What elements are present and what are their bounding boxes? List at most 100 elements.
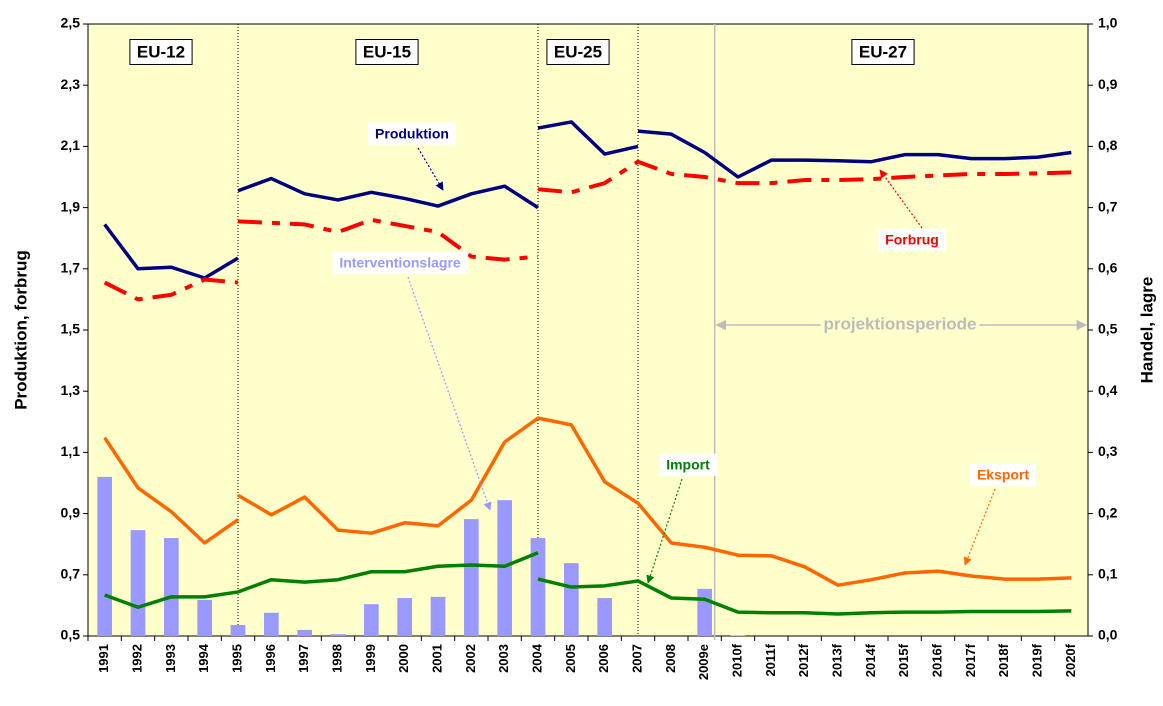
bar <box>397 598 412 636</box>
y-tick-label: 1,1 <box>61 443 81 459</box>
line <box>104 551 539 609</box>
y2-tick-label: 0,4 <box>1098 382 1118 398</box>
x-tick-label: 2014f <box>863 643 878 677</box>
line <box>537 120 639 156</box>
annotation-arrow <box>963 488 996 566</box>
series-label: Import <box>666 457 710 473</box>
y-axis-label: Produktion, forbrug <box>11 250 30 410</box>
x-tick-label: 2016f <box>929 643 944 677</box>
bar <box>197 599 212 636</box>
series-label: Produktion <box>375 126 449 142</box>
x-tick-label: 1992 <box>129 644 144 673</box>
x-tick-label: 2019f <box>1029 643 1044 677</box>
y2-tick-label: 0,1 <box>1098 566 1118 582</box>
x-tick-label: 1994 <box>196 643 211 673</box>
x-tick-label: 1991 <box>96 644 111 673</box>
bar <box>330 634 346 636</box>
x-tick-label: 2015f <box>896 643 911 677</box>
x-tick-label: 2000 <box>396 644 411 673</box>
x-tick-label: 2013f <box>829 643 844 677</box>
y2-tick-label: 0,2 <box>1098 504 1118 520</box>
y-tick-label: 0,9 <box>61 504 81 520</box>
period-label-box <box>851 38 915 65</box>
bar <box>297 629 312 636</box>
bar <box>530 538 546 636</box>
bar <box>697 588 712 636</box>
y2-tick-label: 0,8 <box>1098 137 1118 153</box>
projection-label: projektionsperiode <box>823 314 976 333</box>
period-label: EU-15 <box>363 42 411 61</box>
y-tick-label: 1,3 <box>61 382 81 398</box>
x-tick-label: 2008 <box>663 644 678 673</box>
x-tick-label: 1999 <box>363 644 378 673</box>
y2-tick-label: 0,5 <box>1098 321 1118 337</box>
y-tick-label: 0,7 <box>61 566 81 582</box>
bar <box>464 519 479 636</box>
y-tick-label: 2,1 <box>61 137 81 153</box>
x-tick-label: 2018f <box>996 643 1011 677</box>
bar <box>430 596 446 636</box>
x-tick-label: 1995 <box>229 644 244 673</box>
period-label-box <box>355 38 419 65</box>
bar <box>597 598 612 636</box>
line <box>237 176 539 210</box>
period-label-box <box>129 38 193 65</box>
line <box>237 416 1072 587</box>
bar <box>130 530 146 636</box>
bar <box>164 538 179 636</box>
y2-tick-label: 0,6 <box>1098 260 1118 276</box>
period-label-box <box>546 38 610 65</box>
y-tick-label: 1,5 <box>61 321 81 337</box>
x-tick-label: 2017f <box>963 643 978 677</box>
x-tick-label: 2002 <box>463 644 478 673</box>
bar <box>97 476 112 636</box>
x-tick-label: 1996 <box>263 644 278 673</box>
y-tick-label: 0,5 <box>61 627 81 643</box>
x-tick-label: 2006 <box>596 644 611 673</box>
bar <box>230 624 246 636</box>
y-tick-label: 2,3 <box>61 76 81 92</box>
line <box>637 129 1072 179</box>
bar <box>364 604 379 636</box>
x-tick-label: 2020f <box>1063 643 1078 677</box>
bar <box>730 635 746 636</box>
x-tick-label: 2010f <box>729 643 744 677</box>
series-label: Forbrug <box>885 232 939 248</box>
y2-axis-label: Handel, lagre <box>1137 277 1156 384</box>
period-label: EU-25 <box>554 42 602 61</box>
series-label-box <box>659 453 718 476</box>
y-tick-label: 1,7 <box>61 260 81 276</box>
x-tick-label: 2003 <box>496 644 511 673</box>
y2-tick-label: 0,0 <box>1098 627 1118 643</box>
y2-tick-label: 1,0 <box>1098 15 1118 31</box>
y2-tick-label: 0,7 <box>1098 198 1118 214</box>
series-label: Eksport <box>977 467 1029 483</box>
series-label-box <box>368 122 456 145</box>
y2-tick-label: 0,3 <box>1098 443 1118 459</box>
line <box>103 277 239 302</box>
y2-tick-label: 0,9 <box>1098 76 1118 92</box>
annotation-arrow <box>407 276 492 511</box>
bar <box>497 500 512 636</box>
x-tick-label: 2011f <box>763 643 778 676</box>
x-tick-label: 2001 <box>429 644 444 673</box>
series-label-box <box>332 251 468 274</box>
bar <box>564 563 579 636</box>
series-label: Interventionslagre <box>339 255 461 271</box>
line <box>103 436 240 545</box>
bar <box>264 612 279 636</box>
period-label: EU-12 <box>137 42 185 61</box>
x-tick-label: 1998 <box>329 644 344 673</box>
series-label-box <box>969 463 1037 486</box>
period-label: EU-27 <box>859 42 907 61</box>
series-label-box <box>878 228 946 251</box>
y-tick-label: 1,9 <box>61 198 81 214</box>
line <box>537 159 1072 195</box>
x-tick-label: 2012f <box>796 643 811 677</box>
annotation-arrow <box>417 147 444 191</box>
x-tick-label: 1997 <box>296 644 311 673</box>
y-tick-label: 2,5 <box>61 15 81 31</box>
x-tick-label: 2005 <box>563 644 578 673</box>
line <box>537 577 1072 616</box>
